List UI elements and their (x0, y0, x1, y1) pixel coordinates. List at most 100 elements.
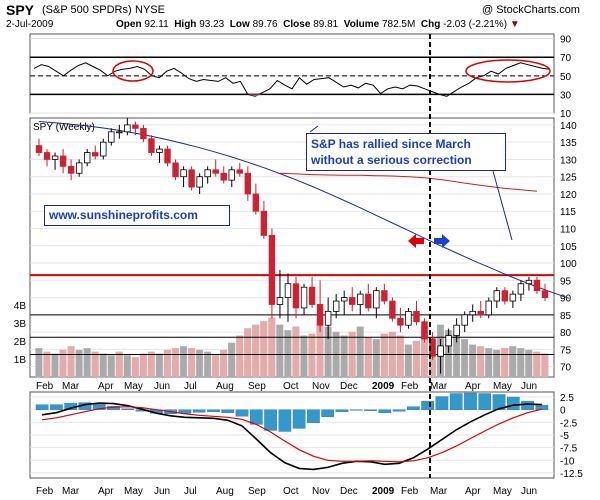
candle-body (373, 290, 380, 309)
macd-histogram-bar (192, 409, 206, 413)
volume-bar (139, 353, 147, 378)
candle-body (35, 145, 43, 153)
candle-body (501, 290, 509, 302)
macd-histogram-bar (321, 409, 335, 417)
volume-tick-label: 4B (14, 301, 27, 312)
rsi-panel: 10 30 50 70 90 (29, 33, 572, 120)
volume-bar (252, 324, 260, 378)
volume-bar (461, 339, 469, 378)
macd-histogram-bar (364, 409, 377, 411)
candle-body (413, 310, 420, 323)
high-value: 93.23 (199, 19, 225, 30)
price-x-tick-label: Aug (216, 381, 234, 392)
candle-body (397, 317, 404, 326)
macd-x-tick-label: Jul (184, 486, 197, 497)
macd-tick-label: -12.5 (560, 469, 583, 480)
macd-histogram-bar (407, 406, 420, 410)
candle-body (67, 165, 75, 174)
volume-bar (356, 326, 364, 378)
macd-tick-label: -5 (560, 431, 569, 442)
macd-x-tick-label: May (493, 486, 512, 497)
macd-signal-line (42, 406, 543, 463)
candle-body (164, 148, 171, 164)
ohlc-stats: Open 92.11 High 93.23 Low 89.76 Close 89… (116, 19, 520, 30)
price-x-tick-label: Jul (184, 381, 197, 392)
macd-histogram-bar (249, 409, 263, 425)
candle-body (212, 169, 219, 174)
candle-body (51, 155, 59, 160)
macd-histogram-bar (506, 396, 520, 410)
macd-x-tick-label: Dec (340, 486, 358, 497)
volume-bar (525, 349, 533, 378)
candle-body (180, 169, 187, 178)
volume-bar (364, 337, 372, 378)
price-panel-title: SPY (Weekly) (33, 122, 95, 133)
candle-body (204, 169, 211, 178)
volume-bar (123, 355, 131, 378)
volume-bar (195, 349, 204, 378)
macd-tick-label: -2.5 (560, 418, 578, 429)
open-label: Open (116, 19, 142, 30)
candle-body (276, 297, 284, 305)
candle-body (332, 300, 340, 312)
candle-body (421, 321, 428, 340)
price-x-tick-label: May (124, 381, 143, 392)
volume-bar (212, 355, 220, 378)
macd-histogram-bar (207, 409, 220, 412)
candle-body (188, 169, 195, 188)
candle-body (509, 293, 517, 302)
volume-bar (517, 348, 525, 378)
candle-body (148, 138, 155, 153)
volume-bar (501, 348, 509, 378)
macd-histogram-bar (349, 409, 363, 411)
macd-tick-label: 2.5 (560, 393, 574, 404)
macd-x-tick-label: Jun (521, 486, 537, 497)
ticker-name: (S&P 500 SPDRs) (42, 4, 132, 16)
ticker-symbol: SPY (6, 2, 35, 18)
macd-histogram-bar (92, 403, 106, 410)
macd-x-tick-label: Feb (401, 486, 419, 497)
volume-bar (83, 348, 91, 378)
candle-body (324, 310, 332, 326)
volume-tick-label: 3B (14, 319, 27, 330)
price-tick-label: 120 (560, 190, 577, 201)
chg-label: Chg (420, 19, 441, 30)
macd-histogram-bar (121, 408, 135, 410)
website-label: www.sunshineprofits.com (44, 205, 230, 226)
macd-histogram-bar (278, 409, 292, 432)
macd-histogram-bar (478, 393, 492, 410)
rsi-highlight-ellipse (465, 59, 551, 83)
candle-body (485, 300, 492, 316)
candle-body (300, 286, 308, 309)
annotation-pointer (492, 170, 513, 241)
price-tick-label: 135 (560, 138, 577, 149)
candle-body (124, 124, 131, 133)
candle-body (284, 283, 292, 298)
volume-bar (59, 349, 67, 378)
candle-body (59, 155, 67, 167)
macd-histogram-bar (335, 409, 349, 412)
volume-bar (228, 342, 236, 378)
price-x-tick-label: Oct (283, 381, 299, 392)
candle-body (116, 131, 123, 134)
candle-body (340, 297, 348, 302)
macd-x-tick-label: Aug (216, 486, 234, 497)
price-tick-label: 110 (560, 225, 576, 236)
candle-body (268, 235, 276, 305)
volume-tick-label: 2B (14, 337, 27, 348)
candle-body (389, 300, 396, 319)
volume-tick-label: 1B (14, 355, 27, 366)
price-x-tick-label: Jun (521, 381, 537, 392)
candle-body (357, 293, 364, 305)
macd-histogram-bar (221, 409, 235, 413)
volume-bar (533, 351, 541, 378)
volume-label: Volume (343, 19, 380, 30)
macd-x-tick-label: 2009 (372, 486, 395, 497)
overlay-annotations (309, 34, 513, 478)
rsi-line (33, 62, 551, 97)
volume-bar (260, 321, 268, 378)
macd-x-tick-label: Sep (248, 486, 266, 497)
macd-x-tick-label: Oct (283, 486, 299, 497)
close-label: Close (283, 19, 311, 30)
macd-tick-label: -7.5 (560, 444, 578, 455)
